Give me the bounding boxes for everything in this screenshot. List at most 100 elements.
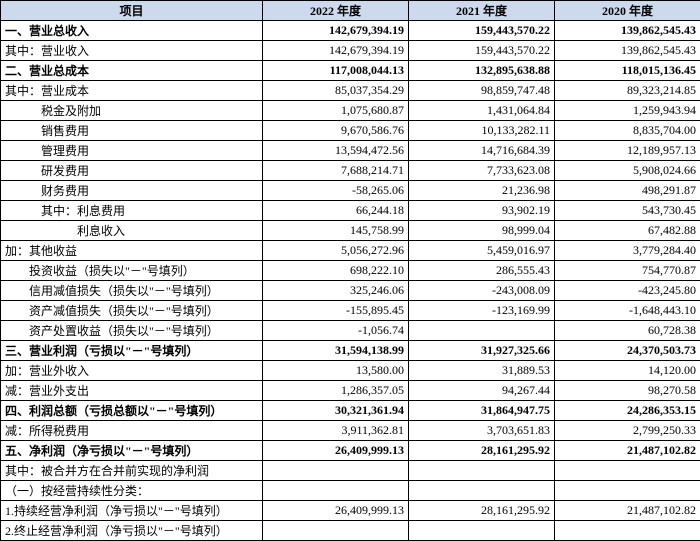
cell-value: 28,161,295.92 — [409, 501, 555, 521]
cell-value: 3,703,651.83 — [409, 421, 555, 441]
row-label: 五、净利润（净亏损以"－"号填列） — [1, 441, 263, 461]
cell-value: 26,409,999.13 — [263, 441, 409, 461]
cell-value: 8,835,704.00 — [555, 121, 700, 141]
cell-value: 3,779,284.40 — [555, 241, 700, 261]
cell-value: 60,728.38 — [555, 321, 700, 341]
table-row: 其中：被合并方在合并前实现的净利润 — [1, 461, 700, 481]
row-label: 减：所得税费用 — [1, 421, 263, 441]
table-row: 其中：利息费用66,244.1893,902.19543,730.45 — [1, 201, 700, 221]
cell-value: 754,770.87 — [555, 261, 700, 281]
cell-value: 159,443,570.22 — [409, 21, 555, 41]
cell-value: 13,594,472.56 — [263, 141, 409, 161]
cell-value: 98,859,747.48 — [409, 81, 555, 101]
row-label: 其中：被合并方在合并前实现的净利润 — [1, 461, 263, 481]
table-row: 减：所得税费用3,911,362.813,703,651.832,799,250… — [1, 421, 700, 441]
cell-value: 142,679,394.19 — [263, 21, 409, 41]
header-year-2022: 2022 年度 — [263, 1, 409, 21]
cell-value: 142,679,394.19 — [263, 41, 409, 61]
row-label: 资产处置收益（损失以"－"号填列） — [1, 321, 263, 341]
cell-value: 94,267.44 — [409, 381, 555, 401]
cell-value: 543,730.45 — [555, 201, 700, 221]
cell-value: 12,189,957.13 — [555, 141, 700, 161]
cell-value: 5,056,272.96 — [263, 241, 409, 261]
cell-value: 3,911,362.81 — [263, 421, 409, 441]
table-row: 税金及附加1,075,680.871,431,064.841,259,943.9… — [1, 101, 700, 121]
cell-value: 498,291.87 — [555, 181, 700, 201]
cell-value: 118,015,136.45 — [555, 61, 700, 81]
cell-value: 14,716,684.39 — [409, 141, 555, 161]
cell-value: -243,008.09 — [409, 281, 555, 301]
cell-value: 26,409,999.13 — [263, 501, 409, 521]
table-row: 加：其他收益5,056,272.965,459,016.973,779,284.… — [1, 241, 700, 261]
table-row: 加：营业外收入13,580.0031,889.5314,120.00 — [1, 361, 700, 381]
cell-value: 7,733,623.08 — [409, 161, 555, 181]
cell-value: 28,161,295.92 — [409, 441, 555, 461]
table-row: 管理费用13,594,472.5614,716,684.3912,189,957… — [1, 141, 700, 161]
cell-value: -155,895.45 — [263, 301, 409, 321]
cell-value: 698,222.10 — [263, 261, 409, 281]
cell-value: 31,889.53 — [409, 361, 555, 381]
table-row: 一、营业总收入142,679,394.19159,443,570.22139,8… — [1, 21, 700, 41]
row-label: 1.持续经营净利润（净亏损以"－"号填列） — [1, 501, 263, 521]
row-label: 二、营业总成本 — [1, 61, 263, 81]
table-row: 1.持续经营净利润（净亏损以"－"号填列）26,409,999.1328,161… — [1, 501, 700, 521]
cell-value: 24,370,503.73 — [555, 341, 700, 361]
table-row: 四、利润总额（亏损总额以"－"号填列）30,321,361.9431,864,9… — [1, 401, 700, 421]
table-row: 财务费用-58,265.0621,236.98498,291.87 — [1, 181, 700, 201]
cell-value: 31,927,325.66 — [409, 341, 555, 361]
table-row: 五、净利润（净亏损以"－"号填列）26,409,999.1328,161,295… — [1, 441, 700, 461]
table-row: 销售费用9,670,586.7610,133,282.118,835,704.0… — [1, 121, 700, 141]
table-row: 研发费用7,688,214.717,733,623.085,908,024.66 — [1, 161, 700, 181]
cell-value: 145,758.99 — [263, 221, 409, 241]
cell-value: 21,487,102.82 — [555, 441, 700, 461]
cell-value — [555, 481, 700, 501]
cell-value — [263, 481, 409, 501]
cell-value: 14,120.00 — [555, 361, 700, 381]
cell-value: 286,555.43 — [409, 261, 555, 281]
cell-value: 21,487,102.82 — [555, 501, 700, 521]
row-label: 其中：利息费用 — [1, 201, 263, 221]
cell-value: 89,323,214.85 — [555, 81, 700, 101]
cell-value — [263, 521, 409, 541]
table-row: 利息收入145,758.9998,999.0467,482.88 — [1, 221, 700, 241]
cell-value: 7,688,214.71 — [263, 161, 409, 181]
table-row: 二、营业总成本117,008,044.13132,895,638.88118,0… — [1, 61, 700, 81]
table-body: 一、营业总收入142,679,394.19159,443,570.22139,8… — [1, 21, 700, 541]
cell-value: 85,037,354.29 — [263, 81, 409, 101]
table-row: 三、营业利润（亏损以"－"号填列）31,594,138.9931,927,325… — [1, 341, 700, 361]
cell-value: 132,895,638.88 — [409, 61, 555, 81]
row-label: 利息收入 — [1, 221, 263, 241]
cell-value: -1,056.74 — [263, 321, 409, 341]
cell-value — [409, 461, 555, 481]
cell-value: 1,286,357.05 — [263, 381, 409, 401]
row-label: 一、营业总收入 — [1, 21, 263, 41]
cell-value: 21,236.98 — [409, 181, 555, 201]
row-label: 资产减值损失（损失以"－"号填列） — [1, 301, 263, 321]
cell-value: 98,270.58 — [555, 381, 700, 401]
cell-value: 30,321,361.94 — [263, 401, 409, 421]
row-label: 信用减值损失（损失以"－"号填列） — [1, 281, 263, 301]
row-label: （一）按经营持续性分类： — [1, 481, 263, 501]
cell-value — [409, 481, 555, 501]
table-row: 2.终止经营净利润（净亏损以"－"号填列） — [1, 521, 700, 541]
cell-value: -1,648,443.10 — [555, 301, 700, 321]
row-label: 管理费用 — [1, 141, 263, 161]
cell-value: 5,908,024.66 — [555, 161, 700, 181]
cell-value — [263, 461, 409, 481]
cell-value: -58,265.06 — [263, 181, 409, 201]
header-item: 项目 — [1, 1, 263, 21]
cell-value: 117,008,044.13 — [263, 61, 409, 81]
cell-value: 31,594,138.99 — [263, 341, 409, 361]
cell-value: 10,133,282.11 — [409, 121, 555, 141]
cell-value: 66,244.18 — [263, 201, 409, 221]
row-label: 四、利润总额（亏损总额以"－"号填列） — [1, 401, 263, 421]
row-label: 2.终止经营净利润（净亏损以"－"号填列） — [1, 521, 263, 541]
cell-value: 31,864,947.75 — [409, 401, 555, 421]
cell-value: 93,902.19 — [409, 201, 555, 221]
row-label: 加：营业外收入 — [1, 361, 263, 381]
row-label: 财务费用 — [1, 181, 263, 201]
cell-value: 13,580.00 — [263, 361, 409, 381]
cell-value: -123,169.99 — [409, 301, 555, 321]
cell-value: 24,286,353.15 — [555, 401, 700, 421]
cell-value: 159,443,570.22 — [409, 41, 555, 61]
